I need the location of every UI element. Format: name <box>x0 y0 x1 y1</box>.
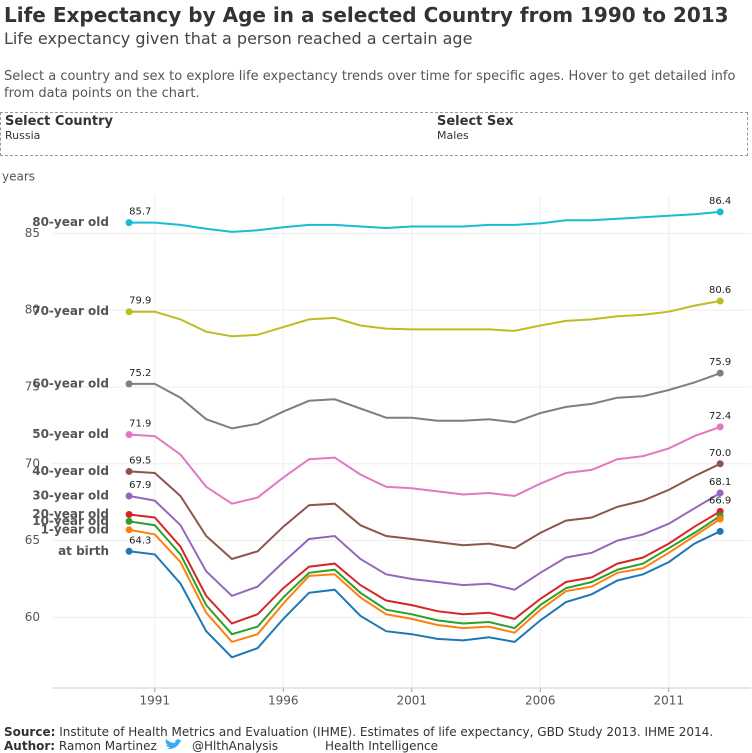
y-tick-label: 85 <box>25 226 40 240</box>
series-line <box>128 510 721 625</box>
end-point <box>716 515 724 523</box>
x-tick-label: 2001 <box>397 694 428 708</box>
source: Source: Institute of Health Metrics and … <box>4 725 713 739</box>
value-label: 79.9 <box>129 296 151 307</box>
value-label: 86.4 <box>709 196 731 207</box>
end-point <box>125 380 133 388</box>
y-tick-label: 60 <box>25 610 40 624</box>
end-point <box>125 467 133 475</box>
author-label: Author: <box>4 739 56 753</box>
series-line <box>129 372 721 430</box>
x-tick-label: 2011 <box>653 694 684 708</box>
series-label: 1-year old <box>41 522 109 536</box>
end-point <box>125 517 133 525</box>
series-line <box>128 518 721 644</box>
value-label: 75.9 <box>709 357 731 368</box>
end-point <box>125 510 133 518</box>
series-label: 80-year old <box>32 215 109 229</box>
value-label: 71.9 <box>129 419 151 430</box>
end-point <box>716 423 724 431</box>
series-label: 10-year old <box>32 514 109 528</box>
end-point <box>125 492 133 500</box>
source-label: Source: <box>4 725 56 739</box>
filter-value: Males <box>437 129 469 142</box>
series-label: 60-year old <box>32 376 109 390</box>
series-line <box>128 530 721 659</box>
y-tick-label: 80 <box>25 303 40 317</box>
series-line <box>129 425 721 505</box>
y-tick-label: 65 <box>25 533 40 547</box>
end-point <box>125 526 133 534</box>
end-point <box>125 219 133 227</box>
y-axis-label: years <box>2 170 35 184</box>
filter-label: Select Country <box>5 114 113 129</box>
country-filter[interactable]: Select Country Russia <box>5 114 113 142</box>
end-point <box>125 431 133 439</box>
end-point <box>716 369 724 377</box>
series-label: 20-year old <box>32 507 109 521</box>
x-tick-label: 2006 <box>525 694 556 708</box>
value-label: 64.3 <box>129 535 151 546</box>
value-label: 80.6 <box>709 285 731 296</box>
value-label: 70.0 <box>709 448 731 459</box>
series-line <box>128 515 721 636</box>
author-name: Ramon Martinez <box>58 739 157 753</box>
sex-filter[interactable]: Select Sex Males <box>437 114 513 142</box>
series-label: 40-year old <box>32 464 109 478</box>
series-label: 50-year old <box>32 427 109 441</box>
organization: Health Intelligence <box>325 739 439 753</box>
end-point <box>716 297 724 305</box>
series-line <box>129 210 721 233</box>
value-label: 85.7 <box>129 207 151 218</box>
value-label: 75.2 <box>129 368 151 379</box>
filter-panel: Select Country Russia Select Sex Males <box>0 112 748 156</box>
series-label: at birth <box>58 544 109 558</box>
twitter-icon <box>165 739 183 749</box>
subtitle: Life expectancy given that a person reac… <box>4 29 473 48</box>
twitter-handle[interactable]: @HlthAnalysis <box>192 739 279 753</box>
end-point <box>716 489 724 497</box>
y-tick-label: 75 <box>25 379 40 393</box>
source-text: Institute of Health Metrics and Evaluati… <box>59 725 714 739</box>
x-tick-label: 1991 <box>140 694 171 708</box>
end-point <box>716 527 724 535</box>
value-label: 69.5 <box>129 455 151 466</box>
value-label: 67.9 <box>129 480 151 491</box>
end-point <box>125 547 133 555</box>
value-label: 66.9 <box>709 495 731 506</box>
y-tick-label: 70 <box>25 456 40 470</box>
series-line <box>128 492 721 598</box>
author: Author: Ramon Martinez <box>4 739 157 753</box>
title: Life Expectancy by Age in a selected Cou… <box>4 3 729 27</box>
series-label: 70-year old <box>32 304 109 318</box>
description: Select a country and sex to explore life… <box>4 69 736 101</box>
x-tick-label: 1996 <box>268 694 299 708</box>
series-line <box>129 462 721 561</box>
filter-value: Russia <box>5 129 41 142</box>
end-point <box>125 308 133 316</box>
end-point <box>716 208 724 216</box>
filter-label: Select Sex <box>437 114 514 129</box>
end-point <box>716 460 724 468</box>
chart: years 60 65 70 75 80 85 1991 1996 2001 2006 2011 80-… <box>2 170 751 708</box>
value-label: 68.1 <box>709 477 731 488</box>
value-label: 72.4 <box>709 411 731 422</box>
series-label: 30-year old <box>32 489 109 503</box>
series-line <box>129 300 721 338</box>
